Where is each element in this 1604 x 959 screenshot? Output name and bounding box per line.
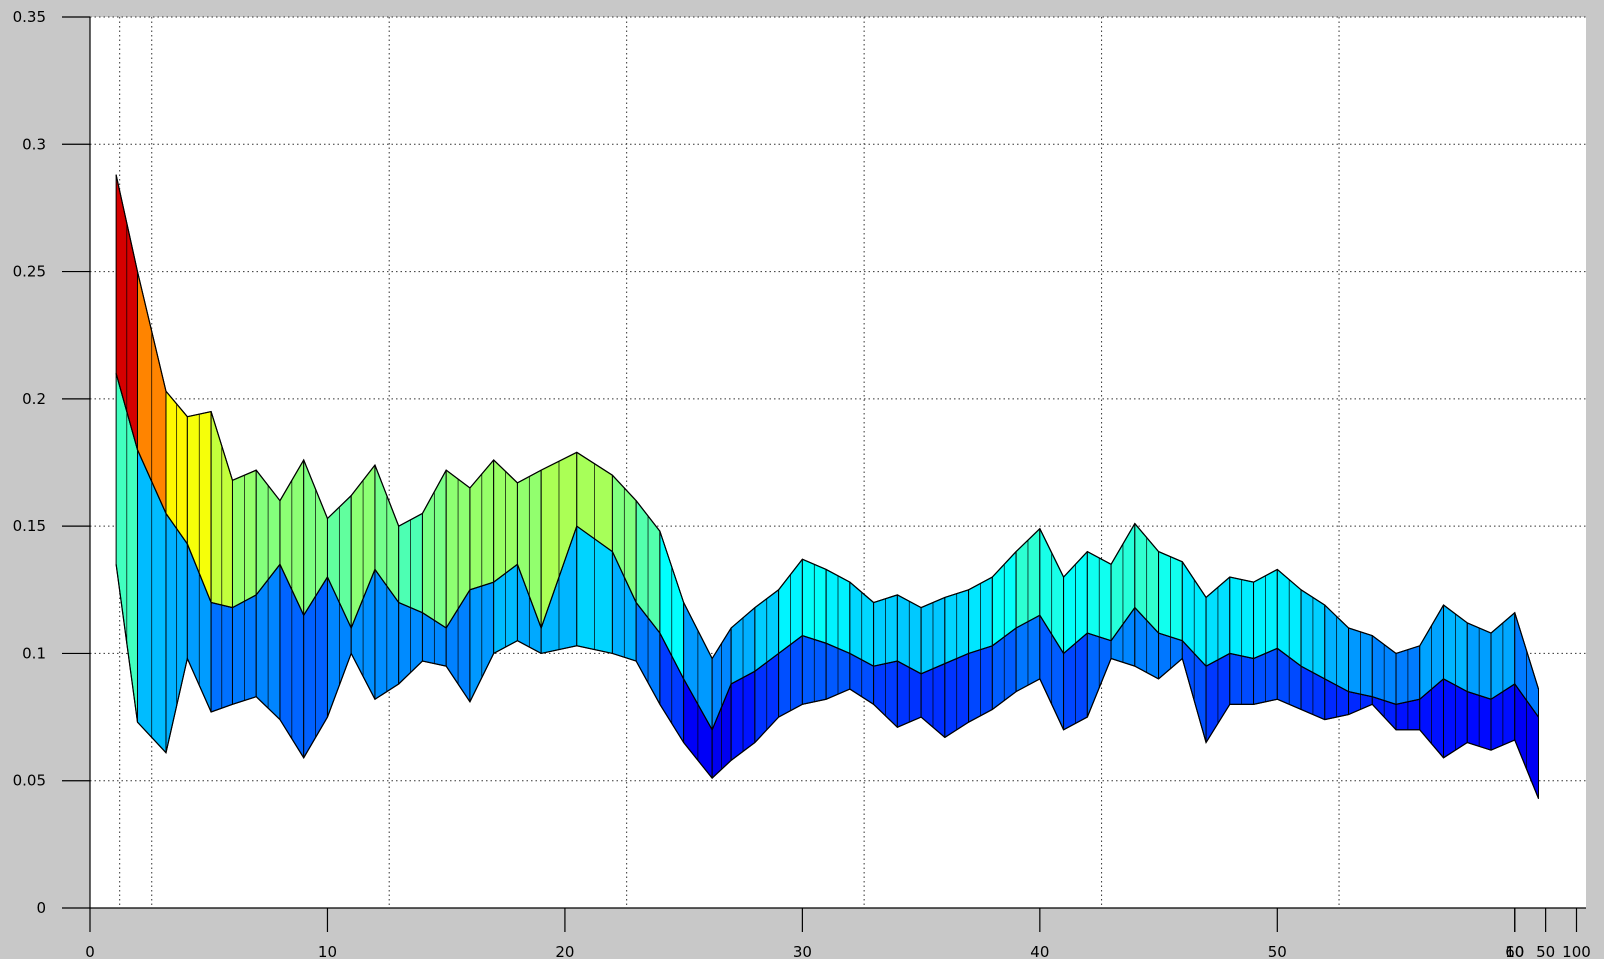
x-tick-label: 50: [1536, 943, 1555, 959]
x-tick-label: 0: [85, 943, 95, 959]
axes-background: [90, 17, 1586, 908]
y-ticks: 0 0.05 0.1 0.15 0.2 0.25 0.3 0.35: [13, 8, 90, 917]
x-tick-label: 50: [1268, 943, 1287, 959]
surface-plot: [115, 174, 1540, 800]
y-tick-label: 0: [36, 899, 46, 917]
x-tick-label: 40: [1030, 943, 1049, 959]
lower-ridge-line: [115, 564, 1540, 799]
x-tick-label: 10: [318, 943, 337, 959]
y-tick-label: 0.1: [22, 644, 46, 662]
y-tick-label: 0.2: [22, 390, 46, 408]
upper-ridge-line: [115, 174, 1540, 690]
y-tick-label: 0.05: [13, 772, 46, 790]
x-tick-label: 30: [793, 943, 812, 959]
y-tick-label: 0.35: [13, 8, 46, 26]
y-tick-label: 0.15: [13, 517, 46, 535]
middle-ridge-line: [115, 373, 1539, 732]
y-tick-label: 0.3: [22, 135, 46, 153]
y-tick-label: 0.25: [13, 263, 46, 281]
axes: [89, 17, 1586, 909]
x-tick-label: 60: [1505, 943, 1524, 959]
x-tick-label: 10: [1505, 943, 1524, 959]
x-tick-label: 100: [1562, 943, 1591, 959]
x-tick-label: 20: [555, 943, 574, 959]
